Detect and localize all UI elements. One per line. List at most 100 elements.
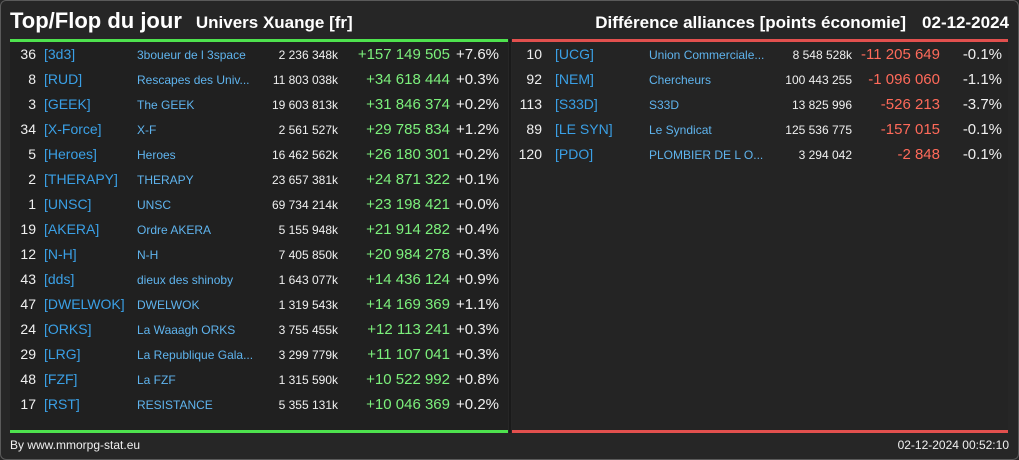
diff-cell: -11 205 649	[861, 46, 940, 63]
table-row: 8 [RUD] Rescapes des Univ... 11 803 038k +34…	[10, 67, 508, 92]
alliance-name-link[interactable]: 3boueur de l 3space	[137, 48, 246, 62]
table-row: 89 [LE SYN] Le Syndicat 125 536 775 -157 015…	[512, 117, 1008, 142]
alliance-name-link[interactable]: Union Commerciale...	[649, 48, 765, 62]
points-cell: 69 734 214k	[271, 198, 338, 212]
points-cell: 2 236 348k	[278, 48, 338, 62]
table-row: 34 [X-Force] X-F 2 561 527k +29 785 834 +1.2%	[10, 117, 508, 142]
alliance-tag-link[interactable]: [X-Force]	[44, 121, 102, 137]
points-cell: 16 462 562k	[271, 148, 338, 162]
universe-label: Univers Xuange [fr]	[195, 12, 353, 32]
rank-cell: 92	[526, 71, 542, 87]
alliance-name-link[interactable]: La Waaagh ORKS	[137, 323, 236, 337]
points-cell: 3 299 779k	[278, 348, 338, 362]
footer-source[interactable]: By www.mmorpg-stat.eu	[10, 438, 141, 452]
percent-cell: +1.1%	[456, 296, 499, 313]
alliance-tag-link[interactable]: [ORKS]	[44, 321, 92, 337]
diff-cell: +12 113 241	[367, 321, 450, 338]
diff-cell: +10 046 369	[366, 396, 450, 413]
table-row: 5 [Heroes] Heroes 16 462 562k +26 180 301 +0.…	[10, 142, 508, 167]
rank-cell: 12	[20, 246, 36, 262]
diff-cell: -2 848	[897, 146, 940, 163]
points-cell: 23 657 381k	[271, 173, 338, 187]
alliance-name-link[interactable]: La Republique Gala...	[137, 348, 254, 362]
percent-cell: +0.3%	[456, 346, 499, 363]
header-right: Différence alliances [points économie] 0…	[595, 13, 1009, 33]
alliance-name-link[interactable]: THERAPY	[137, 173, 194, 187]
alliance-name-link[interactable]: La FZF	[137, 373, 176, 387]
table-row: 24 [ORKS] La Waaagh ORKS 3 755 455k +12 113 …	[10, 317, 508, 342]
footer: By www.mmorpg-stat.eu 02-12-2024 00:52:1…	[10, 438, 1009, 454]
alliance-tag-link[interactable]: [N-H]	[44, 246, 77, 262]
table-row: 48 [FZF] La FZF 1 315 590k +10 522 992 +0.8%	[10, 367, 508, 392]
alliance-tag-link[interactable]: [DWELWOK]	[44, 296, 125, 312]
table-row: 120 [PDO] PLOMBIER DE L O... 3 294 042 -2 84…	[512, 142, 1008, 167]
category-label: Différence alliances [points économie]	[595, 12, 907, 32]
points-cell: 13 825 996	[791, 98, 852, 112]
points-cell: 19 603 813k	[271, 98, 338, 112]
alliance-name-link[interactable]: RESISTANCE	[137, 398, 213, 412]
points-cell: 100 443 255	[785, 73, 852, 87]
alliance-tag-link[interactable]: [UCG]	[555, 46, 594, 62]
rank-cell: 17	[20, 396, 36, 412]
alliance-name-link[interactable]: UNSC	[137, 198, 172, 212]
alliance-name-link[interactable]: N-H	[137, 248, 159, 262]
alliance-tag-link[interactable]: [UNSC]	[44, 196, 92, 212]
alliance-tag-link[interactable]: [LE SYN]	[555, 121, 613, 137]
alliance-name-link[interactable]: Heroes	[137, 148, 176, 162]
points-cell: 125 536 775	[785, 123, 852, 137]
alliance-name-link[interactable]: Ordre AKERA	[137, 223, 212, 237]
alliance-tag-link[interactable]: [NEM]	[555, 71, 594, 87]
alliance-tag-link[interactable]: [PDO]	[555, 146, 594, 162]
table-row: 10 [UCG] Union Commerciale... 8 548 528k -11…	[512, 42, 1008, 67]
alliance-name-link[interactable]: PLOMBIER DE L O...	[649, 148, 764, 162]
alliance-name-link[interactable]: dieux des shinoby	[137, 273, 234, 287]
diff-cell: +21 914 282	[366, 221, 450, 238]
diff-cell: +24 871 322	[366, 171, 450, 188]
table-row: 12 [N-H] N-H 7 405 850k +20 984 278 +0.3%	[10, 242, 508, 267]
percent-cell: +0.3%	[456, 246, 499, 263]
alliance-name-link[interactable]: X-F	[137, 123, 157, 137]
diff-cell: +29 785 834	[366, 121, 450, 138]
alliance-tag-link[interactable]: [Heroes]	[44, 146, 97, 162]
points-cell: 8 548 528k	[792, 48, 852, 62]
percent-cell: +0.4%	[456, 221, 499, 238]
percent-cell: +7.6%	[456, 46, 499, 63]
alliance-tag-link[interactable]: [AKERA]	[44, 221, 100, 237]
alliance-tag-link[interactable]: [dds]	[44, 271, 75, 287]
table-row: 29 [LRG] La Republique Gala... 3 299 779k +1…	[10, 342, 508, 367]
rank-cell: 2	[28, 171, 36, 187]
diff-cell: +11 107 041	[367, 346, 450, 363]
alliance-name-link[interactable]: Rescapes des Univ...	[137, 73, 250, 87]
percent-cell: -0.1%	[962, 46, 1002, 63]
rank-cell: 47	[20, 296, 36, 312]
alliance-name-link[interactable]: S33D	[649, 98, 680, 112]
rank-cell: 3	[28, 96, 36, 112]
table-row: 3 [GEEK] The GEEK 19 603 813k +31 846 374 +0.…	[10, 92, 508, 117]
alliance-tag-link[interactable]: [S33D]	[555, 96, 598, 112]
table-row: 92 [NEM] Chercheurs 100 443 255 -1 096 060 -1…	[512, 67, 1008, 92]
alliance-tag-link[interactable]: [3d3]	[44, 46, 76, 62]
points-cell: 1 643 077k	[278, 273, 338, 287]
percent-cell: +0.1%	[456, 171, 499, 188]
alliance-tag-link[interactable]: [THERAPY]	[44, 171, 118, 187]
alliance-tag-link[interactable]: [RST]	[44, 396, 80, 412]
table-row: 19 [AKERA] Ordre AKERA 5 155 948k +21 914 28…	[10, 217, 508, 242]
percent-cell: +0.0%	[456, 196, 499, 213]
alliance-tag-link[interactable]: [FZF]	[44, 371, 78, 387]
alliance-tag-link[interactable]: [GEEK]	[44, 96, 91, 112]
table-row: 2 [THERAPY] THERAPY 23 657 381k +24 871 322 +…	[10, 167, 508, 192]
table-row: 113 [S33D] S33D 13 825 996 -526 213 -3.7%	[512, 92, 1008, 117]
alliance-tag-link[interactable]: [LRG]	[44, 346, 81, 362]
points-cell: 1 315 590k	[278, 373, 338, 387]
alliance-name-link[interactable]: The GEEK	[137, 98, 195, 112]
diff-cell: +14 169 369	[366, 296, 450, 313]
alliance-name-link[interactable]: Le Syndicat	[649, 123, 712, 137]
alliance-name-link[interactable]: Chercheurs	[649, 73, 712, 87]
percent-cell: +0.2%	[456, 396, 499, 413]
percent-cell: -3.7%	[962, 96, 1002, 113]
percent-cell: +0.9%	[456, 271, 499, 288]
rank-cell: 24	[20, 321, 36, 337]
alliance-name-link[interactable]: DWELWOK	[137, 298, 200, 312]
rank-cell: 89	[526, 121, 542, 137]
alliance-tag-link[interactable]: [RUD]	[44, 71, 83, 87]
